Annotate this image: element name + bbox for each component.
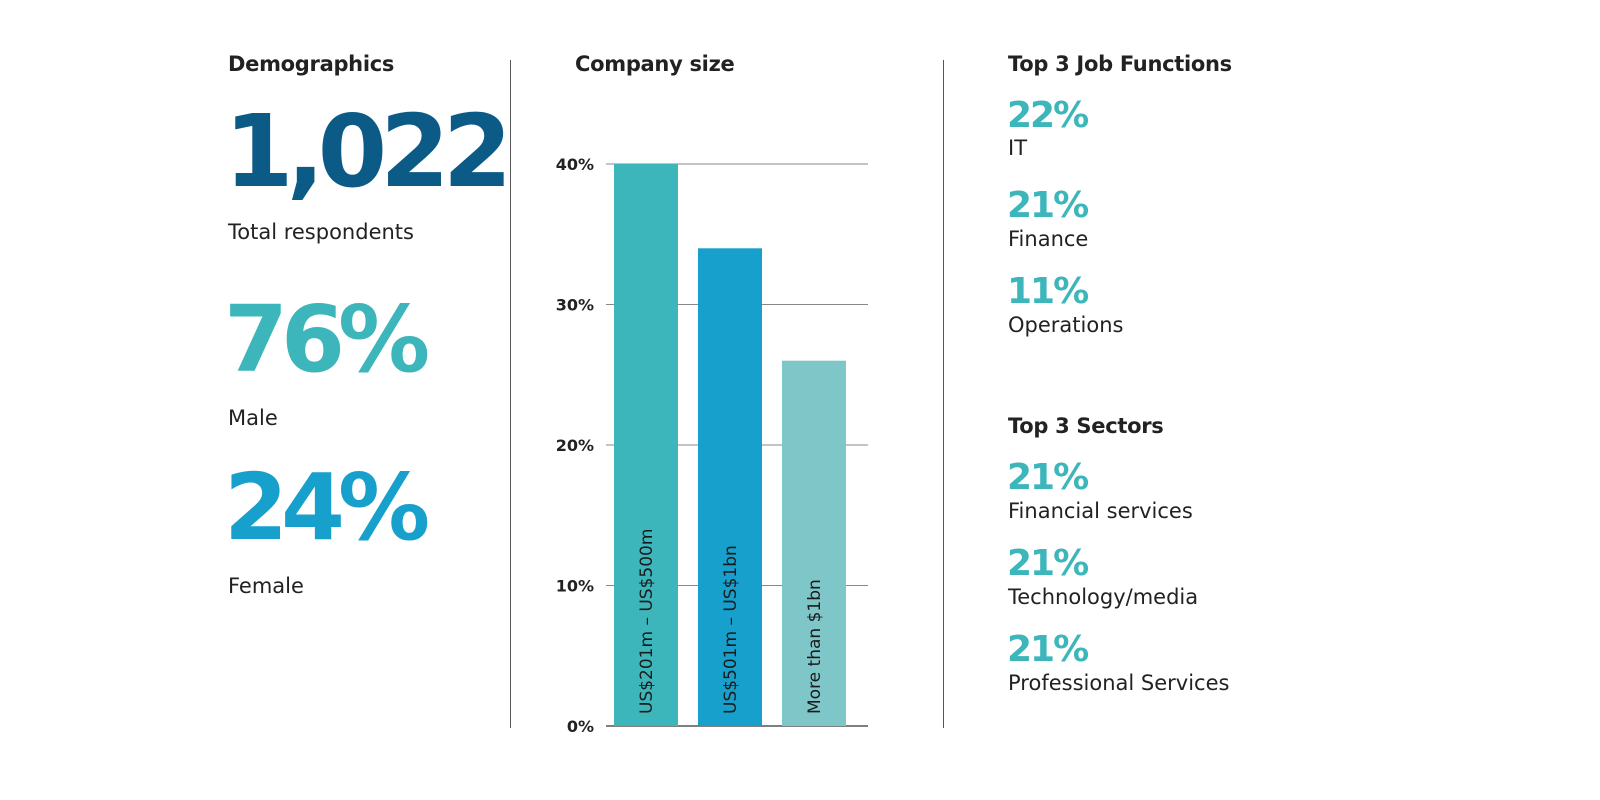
bar-category-label: More than $1bn — [805, 579, 825, 714]
female-percentage: 24% — [224, 454, 430, 561]
job-functions-title: Top 3 Job Functions — [1008, 52, 1232, 76]
male-percentage: 76% — [224, 286, 430, 393]
y-tick-label: 10% — [556, 577, 594, 596]
job-function-label: Finance — [1008, 227, 1089, 251]
job-function-pct: 22% — [1007, 95, 1089, 136]
job-function-label: Operations — [1008, 313, 1124, 337]
total-respondents-value: 1,022 — [224, 93, 512, 210]
bar — [698, 248, 762, 727]
chart-title: Company size — [575, 52, 735, 76]
y-tick-label: 30% — [556, 296, 594, 315]
sector-pct: 21% — [1007, 543, 1089, 584]
demographics-title: Demographics — [228, 52, 395, 76]
sector-label: Professional Services — [1008, 671, 1230, 695]
total-respondents-label: Total respondents — [228, 220, 414, 244]
divider-left — [510, 60, 511, 728]
bar — [782, 360, 846, 726]
bar — [614, 164, 678, 726]
job-function-pct: 11% — [1007, 271, 1089, 312]
job-function-pct: 21% — [1007, 185, 1089, 226]
sectors-title: Top 3 Sectors — [1008, 414, 1164, 438]
sector-pct: 21% — [1007, 457, 1089, 498]
female-label: Female — [228, 574, 304, 598]
y-tick-label: 40% — [556, 155, 594, 174]
sector-label: Technology/media — [1008, 585, 1199, 609]
bar-category-label: US$201m – US$500m — [637, 529, 657, 714]
sector-label: Financial services — [1008, 499, 1193, 523]
y-tick-label: 20% — [556, 436, 594, 455]
divider-right — [943, 60, 944, 728]
male-label: Male — [228, 406, 278, 430]
job-function-label: IT — [1008, 136, 1028, 160]
y-tick-label: 0% — [567, 717, 594, 736]
sector-pct: 21% — [1007, 629, 1089, 670]
bar-category-label: US$501m – US$1bn — [721, 545, 741, 714]
